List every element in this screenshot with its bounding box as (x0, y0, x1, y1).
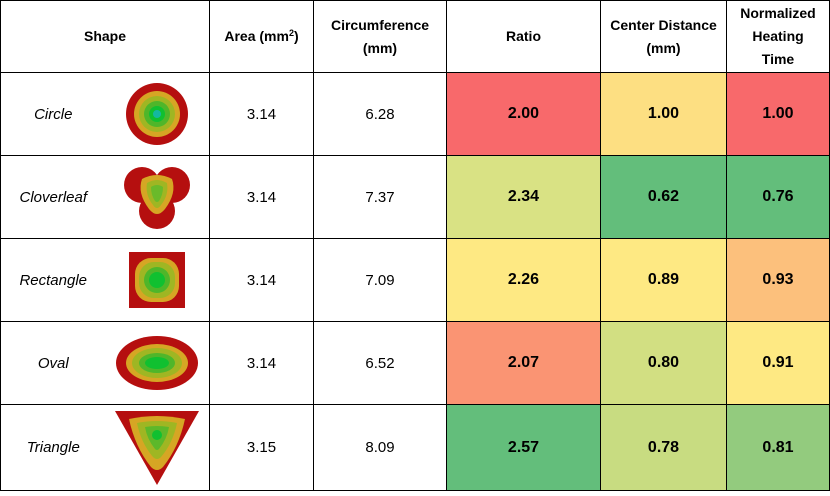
header-heating-time: Normalized Heating Time (726, 0, 830, 73)
heating-time-value: 0.76 (726, 155, 830, 239)
circumference-value: 8.09 (313, 404, 447, 491)
table-row: Circle 3.14 6.28 2.00 1.00 1.00 (0, 72, 830, 156)
circumference-value: 7.37 (313, 155, 447, 239)
ratio-value: 2.07 (446, 321, 601, 405)
area-value: 3.14 (209, 155, 314, 239)
heating-time-value: 0.81 (726, 404, 830, 491)
header-heating-line2: Heating (752, 28, 804, 44)
circumference-value: 6.52 (313, 321, 447, 405)
header-heating-line3: Time (761, 51, 795, 67)
table-row: Rectangle 3.14 7.09 2.26 0.89 0.93 (0, 238, 830, 322)
header-area-superscript: 2 (288, 28, 294, 38)
center-distance-value: 0.62 (600, 155, 727, 239)
ratio-value: 2.57 (446, 404, 601, 491)
center-distance-value: 0.78 (600, 404, 727, 491)
circumference-value: 6.28 (313, 72, 447, 156)
ratio-value: 2.00 (446, 72, 601, 156)
header-center-distance-line1: Center Distance (610, 16, 717, 33)
header-row: Shape Area (mm2) Circumference (mm) Ratio… (0, 0, 830, 73)
header-circumference: Circumference (mm) (313, 0, 447, 73)
center-distance-value: 0.80 (600, 321, 727, 405)
header-area: Area (mm2) (209, 0, 314, 73)
header-center-distance-line2: (mm) (646, 39, 681, 56)
shape-name: Circle (0, 72, 106, 156)
rectangle-heatmap-icon (129, 252, 186, 308)
ratio-value: 2.26 (446, 238, 601, 322)
header-ratio-label: Ratio (506, 28, 541, 44)
header-center-distance: Center Distance (mm) (600, 0, 727, 73)
table-row: Cloverleaf 3.14 7.37 2.34 0.62 0.76 (0, 155, 830, 239)
header-circumference-line2: (mm) (362, 39, 398, 56)
triangle-heatmap-icon (115, 410, 200, 485)
heating-time-value: 0.93 (726, 238, 830, 322)
header-heating-line1: Normalized (740, 5, 816, 21)
heating-time-value: 0.91 (726, 321, 830, 405)
table-row: Oval 3.14 6.52 2.07 0.80 0.91 (0, 321, 830, 405)
header-shape: Shape (0, 0, 210, 73)
header-ratio: Ratio (446, 0, 601, 73)
header-area-label: Area (mm (224, 28, 289, 44)
shape-name: Oval (0, 321, 106, 405)
header-shape-label: Shape (83, 28, 126, 44)
center-distance-value: 0.89 (600, 238, 727, 322)
cloverleaf-heatmap-icon (124, 167, 191, 229)
area-value: 3.15 (209, 404, 314, 491)
ratio-value: 2.34 (446, 155, 601, 239)
area-value: 3.14 (209, 238, 314, 322)
shape-name: Cloverleaf (0, 155, 106, 239)
header-area-close: ) (293, 28, 299, 44)
oval-heatmap-icon (116, 336, 199, 390)
area-value: 3.14 (209, 321, 314, 405)
circumference-value: 7.09 (313, 238, 447, 322)
heating-time-value: 1.00 (726, 72, 830, 156)
circle-heatmap-icon (126, 83, 189, 145)
shape-name: Rectangle (0, 238, 106, 322)
shape-name: Triangle (0, 404, 106, 491)
area-value: 3.14 (209, 72, 314, 156)
table-row: Triangle 3.15 8.09 2.57 0.78 0.81 (0, 404, 830, 491)
center-distance-value: 1.00 (600, 72, 727, 156)
header-circumference-line1: Circumference (330, 16, 430, 33)
